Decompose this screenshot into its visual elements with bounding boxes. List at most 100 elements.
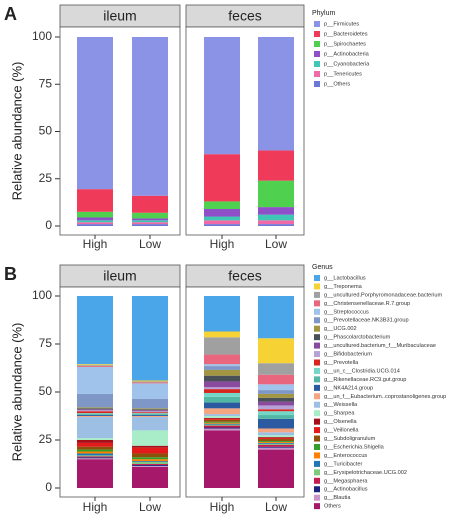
legend-label: g__Escherichia.Shigella	[324, 444, 385, 450]
bar-segment	[132, 380, 168, 382]
bar-segment	[258, 180, 294, 208]
legend-label: g__Blautia	[324, 495, 351, 501]
legend-label: g__Prevotella	[324, 360, 359, 366]
legend-swatch	[314, 418, 320, 425]
legend-label: g__Subdoligranulum	[324, 436, 376, 442]
legend-swatch	[314, 435, 320, 442]
legend-swatch	[314, 334, 320, 341]
bar-segment	[77, 393, 113, 408]
bar-segment	[77, 457, 113, 459]
legend-swatch	[314, 41, 320, 47]
legend-title: Genus	[312, 264, 333, 271]
bar-segment	[204, 364, 240, 367]
bar-segment	[77, 416, 113, 417]
bar-segment	[258, 338, 294, 364]
bar-segment	[132, 430, 168, 446]
legend-label: g__Erysipelotrichaceae.UCG.002	[324, 470, 407, 476]
bar-segment	[204, 427, 240, 429]
bar-segment	[204, 422, 240, 424]
legend-swatch	[314, 283, 320, 290]
legend-swatch	[314, 342, 320, 349]
bar-segment	[132, 416, 168, 417]
bar-segment	[204, 375, 240, 382]
legend-label: g__Treponema	[324, 284, 363, 290]
facet-title: ileum	[103, 268, 136, 284]
bar-segment	[258, 437, 294, 439]
bar-segment	[132, 195, 168, 213]
bar-segment	[132, 412, 168, 414]
bar-segment	[258, 440, 294, 442]
bar-segment	[77, 224, 113, 226]
bar-segment	[132, 445, 168, 448]
legend-label: p__Actinobacteria	[324, 51, 370, 57]
facet-title: feces	[228, 8, 261, 24]
legend-swatch	[314, 494, 320, 501]
bar-segment	[77, 220, 113, 223]
bar-segment	[204, 417, 240, 419]
bar-segment	[132, 461, 168, 463]
bar-segment	[258, 415, 294, 419]
bar-segment	[258, 384, 294, 391]
bar-segment	[258, 442, 294, 444]
bar-segment	[204, 354, 240, 365]
x-tick-label: Low	[139, 500, 161, 514]
y-tick-label: 50	[39, 124, 53, 138]
legend-label: g__UCG.002	[324, 326, 357, 332]
legend-label: g__Veillonella	[324, 428, 359, 434]
bar-segment	[77, 414, 113, 416]
bar-segment	[132, 37, 168, 196]
bar-segment	[77, 366, 113, 368]
bar-segment	[132, 408, 168, 410]
bar-segment	[132, 462, 168, 464]
bar-segment	[77, 189, 113, 212]
legend-swatch	[314, 291, 320, 298]
legend-label: g__Olsenella	[324, 419, 358, 425]
y-tick-label: 75	[39, 76, 53, 90]
legend-label: p__Others	[324, 81, 350, 87]
bar-segment	[204, 424, 240, 426]
legend-label: p__Tenericutes	[324, 71, 362, 77]
y-tick-label: 50	[39, 384, 53, 398]
bar-segment	[132, 447, 168, 454]
bar-segment	[132, 398, 168, 409]
bar-segment	[132, 466, 168, 488]
bar-segment	[204, 418, 240, 420]
bar-segment	[132, 459, 168, 462]
bar-segment	[204, 381, 240, 388]
facet-title: feces	[228, 268, 261, 284]
bar-segment	[204, 220, 240, 225]
bar-segment	[77, 458, 113, 460]
bar-segment	[77, 451, 113, 454]
legend-swatch	[314, 376, 320, 383]
bar-segment	[258, 435, 294, 438]
bar-segment	[77, 455, 113, 457]
y-tick-label: 0	[45, 480, 52, 494]
legend-label: g__Actinobacillus	[324, 487, 368, 493]
bar-segment	[132, 457, 168, 460]
legend-label: p__Firmicutes	[324, 21, 359, 27]
bar-segment	[77, 409, 113, 411]
legend-swatch	[314, 317, 320, 324]
legend-label: g__Weissella	[324, 402, 358, 408]
legend-label: p__Spirochaetes	[324, 41, 366, 47]
bar-segment	[132, 413, 168, 415]
bar-segment	[132, 218, 168, 221]
panel-label: A	[4, 4, 17, 24]
bar-segment	[258, 418, 294, 429]
bar-segment	[77, 453, 113, 456]
bar-segment	[132, 415, 168, 416]
bar-segment	[77, 410, 113, 412]
bar-segment	[204, 389, 240, 393]
bar-segment	[132, 464, 168, 465]
legend-label: g__Sharpea	[324, 411, 355, 417]
bar-segment	[132, 212, 168, 219]
bar-segment	[258, 401, 294, 406]
bar-segment	[132, 409, 168, 411]
bar-segment	[258, 150, 294, 181]
legend-label: g__NK4A214.group	[324, 385, 373, 391]
bar-segment	[77, 364, 113, 366]
legend-swatch	[314, 410, 320, 417]
bar-segment	[204, 408, 240, 415]
bar-segment	[77, 222, 113, 225]
legend-swatch	[314, 452, 320, 459]
